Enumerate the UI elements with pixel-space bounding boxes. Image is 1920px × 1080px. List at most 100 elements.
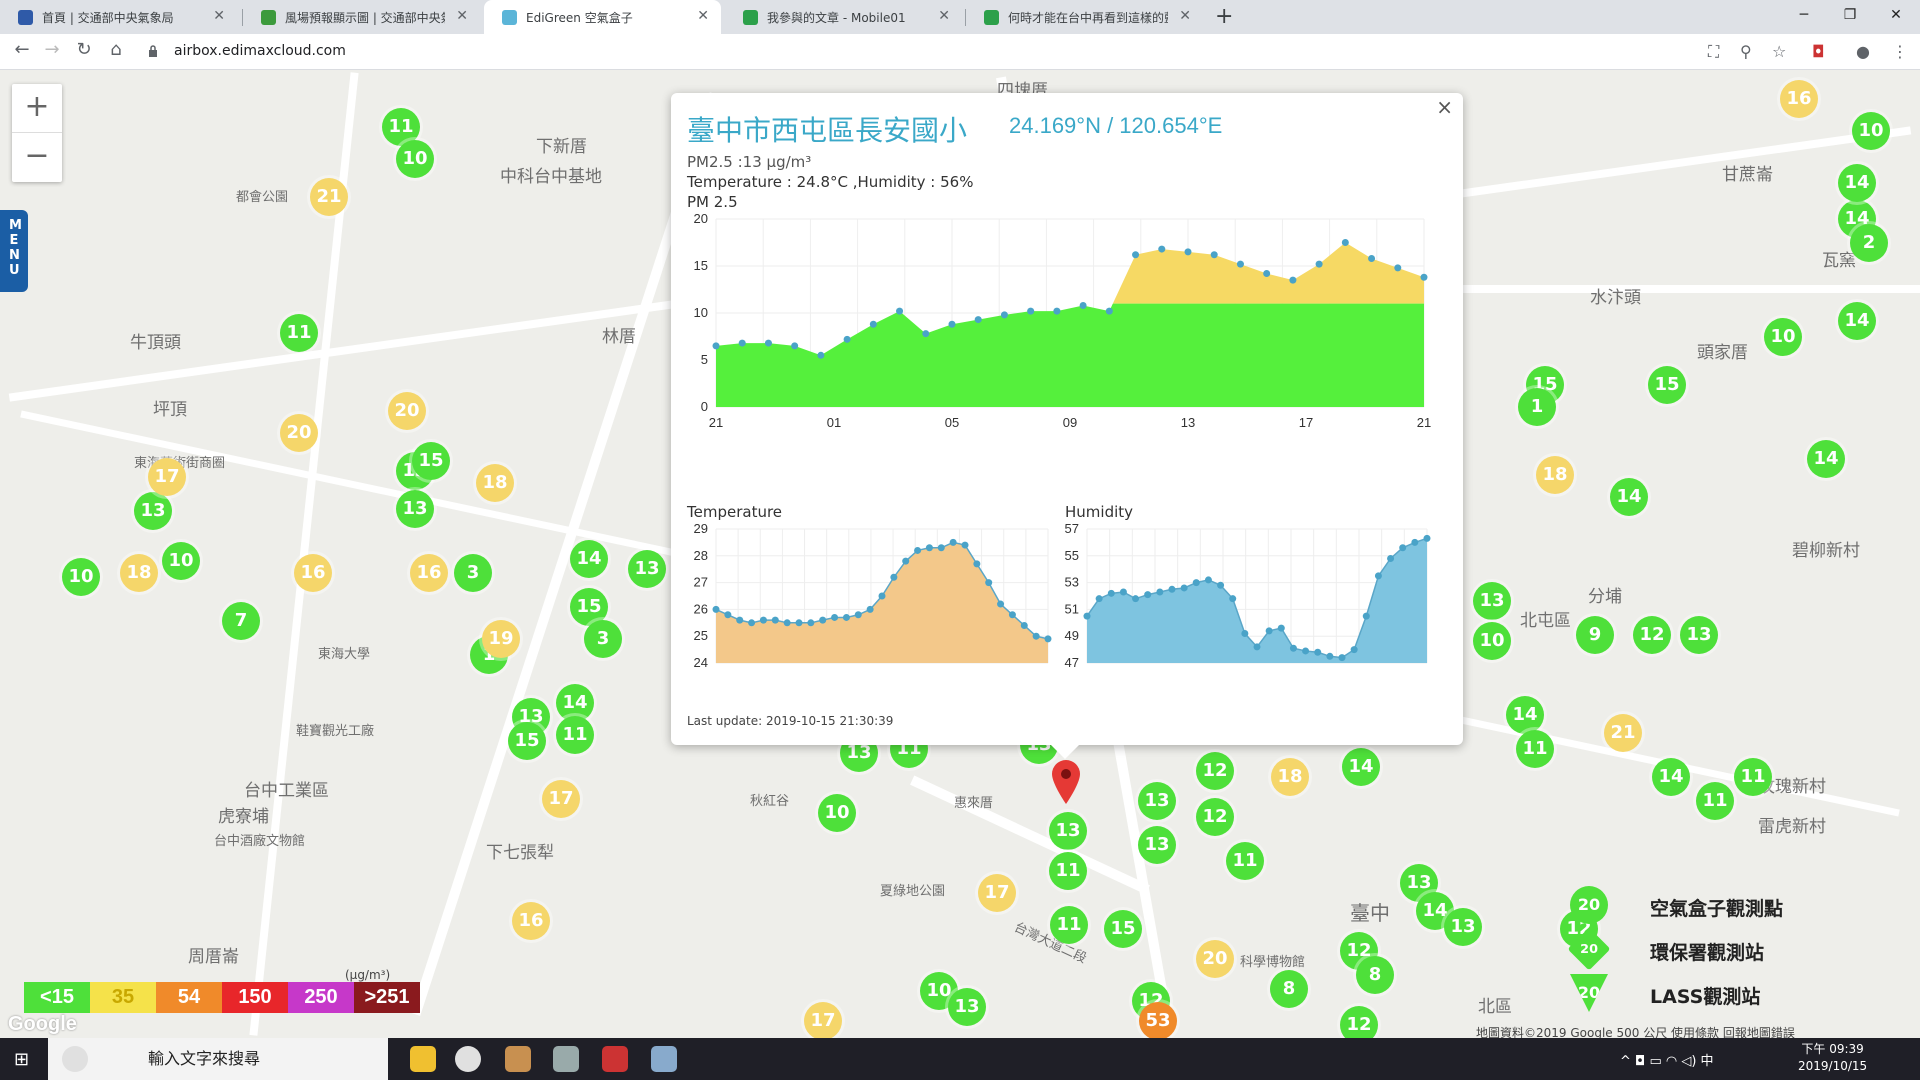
airbox-marker[interactable]: 11 — [1226, 842, 1264, 880]
airbox-marker[interactable]: 10 — [1764, 318, 1802, 356]
taskbar-search-box[interactable]: 輸入文字來搜尋 — [48, 1038, 388, 1080]
airbox-marker[interactable]: 10 — [62, 558, 100, 596]
airbox-marker[interactable]: 8 — [1270, 970, 1308, 1008]
airbox-marker[interactable]: 3 — [584, 620, 622, 658]
menu-kebab-icon[interactable]: ⋮ — [1892, 42, 1908, 61]
app-icon[interactable] — [505, 1046, 531, 1072]
airbox-marker[interactable]: 16 — [512, 902, 550, 940]
airbox-marker[interactable]: 10 — [1473, 622, 1511, 660]
airbox-marker[interactable]: 13 — [1138, 826, 1176, 864]
airbox-marker[interactable]: 14 — [1652, 758, 1690, 796]
close-tab-icon[interactable]: ✕ — [213, 8, 225, 24]
selected-location-pin-icon[interactable] — [1050, 758, 1082, 806]
airbox-marker[interactable]: 18 — [1536, 456, 1574, 494]
zoom-in-button[interactable]: + — [12, 84, 62, 133]
airbox-marker[interactable]: 21 — [310, 178, 348, 216]
airbox-marker[interactable]: 9 — [1576, 616, 1614, 654]
airbox-marker[interactable]: 13 — [948, 988, 986, 1026]
airbox-marker[interactable]: 11 — [1050, 906, 1088, 944]
translate-icon[interactable]: ⛶ — [1708, 42, 1720, 61]
airbox-marker[interactable]: 12 — [1340, 1006, 1378, 1038]
airbox-marker[interactable]: 14 — [1416, 892, 1454, 930]
chrome-icon[interactable] — [455, 1046, 481, 1072]
airbox-marker[interactable]: 11 — [280, 314, 318, 352]
airbox-marker[interactable]: 14 — [556, 684, 594, 722]
airbox-marker[interactable]: 2 — [1850, 224, 1888, 262]
airbox-marker[interactable]: 13 — [1680, 616, 1718, 654]
airbox-marker[interactable]: 14 — [1838, 302, 1876, 340]
reload-icon[interactable]: ↻ — [76, 39, 92, 60]
airbox-marker[interactable]: 14 — [1610, 478, 1648, 516]
airbox-marker[interactable]: 20 — [280, 414, 318, 452]
close-window-button[interactable]: ✕ — [1890, 7, 1902, 23]
airbox-marker[interactable]: 20 — [1196, 940, 1234, 978]
popup-close-button[interactable]: × — [1436, 95, 1453, 119]
app-icon[interactable] — [602, 1046, 628, 1072]
airbox-marker[interactable]: 18 — [1271, 758, 1309, 796]
restore-window-button[interactable]: ❐ — [1843, 7, 1857, 23]
airbox-marker[interactable]: 3 — [454, 554, 492, 592]
app-icon[interactable] — [553, 1046, 579, 1072]
zoom-icon[interactable]: ⚲ — [1740, 42, 1752, 61]
airbox-marker[interactable]: 13 — [134, 492, 172, 530]
airbox-marker[interactable]: 19 — [482, 620, 520, 658]
airbox-marker[interactable]: 14 — [570, 540, 608, 578]
new-tab-button[interactable]: + — [1215, 4, 1234, 29]
bookmark-star-icon[interactable]: ☆ — [1772, 42, 1787, 61]
browser-tab[interactable]: 何時才能在台中再看到這樣的藍天... ✕ — [966, 0, 1203, 34]
airbox-marker[interactable]: 12 — [1196, 798, 1234, 836]
airbox-marker[interactable]: 13 — [628, 550, 666, 588]
airbox-marker[interactable]: 14 — [1807, 440, 1845, 478]
airbox-marker[interactable]: 13 — [1473, 582, 1511, 620]
airbox-marker[interactable]: 13 — [1444, 908, 1482, 946]
zoom-out-button[interactable]: − — [24, 138, 50, 173]
browser-tab[interactable]: 我參與的文章 - Mobile01 ✕ — [725, 0, 962, 34]
windows-start-icon[interactable]: ⊞ — [14, 1049, 30, 1070]
airbox-marker[interactable]: 17 — [804, 1002, 842, 1038]
airbox-marker[interactable]: 10 — [396, 140, 434, 178]
airbox-marker[interactable]: 11 — [1734, 758, 1772, 796]
airbox-marker[interactable]: 1 — [1518, 388, 1556, 426]
airbox-marker[interactable]: 11 — [1516, 730, 1554, 768]
airbox-marker[interactable]: 12 — [1340, 932, 1378, 970]
airbox-marker[interactable]: 16 — [1780, 80, 1818, 118]
close-tab-icon[interactable]: ✕ — [697, 8, 709, 24]
menu-tab-button[interactable]: MENU — [0, 210, 28, 292]
airbox-marker[interactable]: 13 — [1138, 782, 1176, 820]
airbox-marker[interactable]: 13 — [1049, 812, 1087, 850]
airbox-marker[interactable]: 18 — [476, 464, 514, 502]
map-attribution[interactable]: 地圖資料©2019 Google 500 公尺 使用條款 回報地圖錯誤 — [1476, 1026, 1795, 1040]
close-tab-icon[interactable]: ✕ — [1179, 8, 1191, 24]
airbox-marker[interactable]: 10 — [818, 794, 856, 832]
browser-tab-active[interactable]: EdiGreen 空氣盒子 ✕ — [484, 0, 721, 34]
airbox-marker[interactable]: 15 — [1104, 910, 1142, 948]
airbox-marker[interactable]: 18 — [120, 554, 158, 592]
forward-arrow-icon[interactable]: → — [44, 39, 60, 60]
profile-icon[interactable]: ● — [1856, 42, 1870, 61]
app-icon[interactable] — [651, 1046, 677, 1072]
airbox-marker[interactable]: 15 — [508, 722, 546, 760]
minimize-window-button[interactable]: ─ — [1799, 7, 1809, 23]
browser-tab[interactable]: 首頁 | 交通部中央氣象局 ✕ — [0, 0, 237, 34]
airbox-marker[interactable]: 12 — [1633, 616, 1671, 654]
home-icon[interactable]: ⌂ — [110, 39, 122, 60]
airbox-marker[interactable]: 15 — [570, 588, 608, 626]
airbox-marker[interactable]: 21 — [1604, 714, 1642, 752]
airbox-marker[interactable]: 16 — [410, 554, 448, 592]
close-tab-icon[interactable]: ✕ — [456, 8, 468, 24]
airbox-marker[interactable]: 10 — [1852, 112, 1890, 150]
airbox-marker[interactable]: 53 — [1139, 1002, 1177, 1038]
airbox-marker[interactable]: 14 — [1838, 164, 1876, 202]
back-arrow-icon[interactable]: ← — [14, 39, 30, 60]
airbox-marker[interactable]: 11 — [556, 716, 594, 754]
airbox-marker[interactable]: 11 — [382, 108, 420, 146]
airbox-marker[interactable]: 20 — [388, 392, 426, 430]
close-tab-icon[interactable]: ✕ — [938, 8, 950, 24]
airbox-marker[interactable]: 15 — [412, 442, 450, 480]
airbox-marker[interactable]: 15 — [1648, 366, 1686, 404]
chrome-icon[interactable] — [62, 1046, 88, 1072]
taskbar-clock[interactable]: 下午 09:39 2019/10/15 — [1798, 1041, 1867, 1075]
ime-indicator[interactable]: 中 — [1700, 1054, 1714, 1069]
airbox-marker[interactable]: 14 — [1342, 748, 1380, 786]
airbox-marker[interactable]: 17 — [978, 874, 1016, 912]
